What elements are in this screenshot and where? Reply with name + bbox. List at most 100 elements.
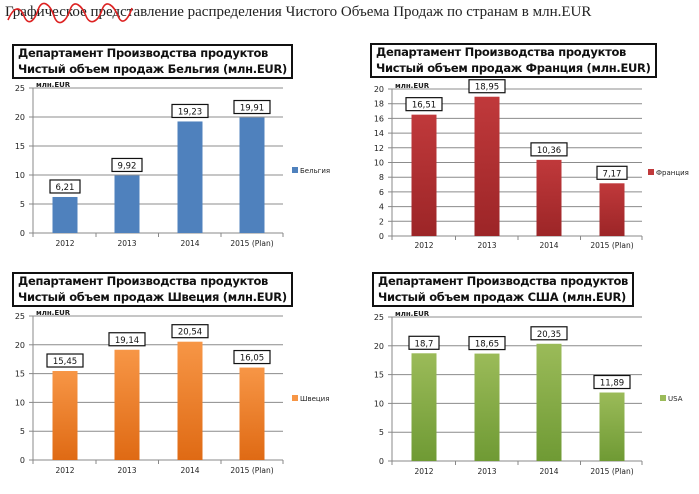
data-label: 16,51 <box>412 101 436 111</box>
chart-2: 0 5 10 15 20 25 млн.EUR 15,45 2012 19,14 2013 20,54… <box>15 309 330 475</box>
page-heading: Графическое представление распределения … <box>5 4 592 20</box>
data-label: 20,54 <box>178 328 202 338</box>
data-label-box <box>46 353 84 368</box>
chart-title-usa: Департамент Производства продуктов Чисты… <box>372 272 635 307</box>
bar-2012 <box>52 196 78 233</box>
y-tick-label: 0 <box>379 232 384 241</box>
y-tick-label: 4 <box>379 203 384 212</box>
x-tick-label: 2013 <box>117 239 136 248</box>
x-tick-label: 2014 <box>539 241 558 250</box>
chart-title-sweden: Департамент Производства продуктов Чисты… <box>12 272 293 307</box>
chart-0: 0 5 10 15 20 25 млн.EUR 6,21 2012 9,92 2013 19,23 20… <box>15 81 330 248</box>
x-tick-label: 2013 <box>477 467 496 476</box>
bar-2013 <box>114 349 140 460</box>
x-tick-label: 2014 <box>180 239 199 248</box>
data-label-box <box>468 79 506 94</box>
bar-2015 (Plan) <box>599 183 625 236</box>
x-tick-label: 2015 (Plan) <box>230 466 273 475</box>
y-tick-label: 20 <box>374 342 384 351</box>
x-tick-label: 2012 <box>414 241 433 250</box>
data-label-box <box>596 165 628 180</box>
y-tick-label: 15 <box>374 371 384 380</box>
chart-title-line2: Чистый объем продаж Бельгия (млн.EUR) <box>18 61 287 76</box>
data-label-box <box>408 335 440 350</box>
chart-title-line2: Чистый объем продаж Швеция (млн.EUR) <box>18 289 287 304</box>
y-tick-label: 10 <box>15 171 25 180</box>
bar-2012 <box>52 371 78 460</box>
y-axis-unit-label: млн.EUR <box>395 310 430 318</box>
data-label-box <box>111 157 143 173</box>
y-tick-label: 25 <box>15 312 25 321</box>
data-label-box <box>233 99 271 115</box>
y-tick-label: 0 <box>379 457 384 466</box>
data-label: 16,05 <box>240 354 264 364</box>
data-label-box <box>593 374 631 390</box>
y-tick-label: 5 <box>20 427 25 436</box>
x-tick-label: 2014 <box>539 467 558 476</box>
y-tick-label: 15 <box>15 370 25 379</box>
legend-swatch <box>292 167 298 173</box>
y-tick-label: 6 <box>379 188 384 197</box>
legend-label: Швеция <box>300 395 329 403</box>
data-label-box <box>108 332 146 347</box>
data-label-box <box>405 97 443 112</box>
legend-swatch <box>660 395 666 401</box>
bar-2014 <box>536 343 562 461</box>
x-tick-label: 2012 <box>55 239 74 248</box>
data-label: 9,92 <box>118 161 137 171</box>
y-tick-label: 20 <box>15 113 25 122</box>
x-tick-label: 2012 <box>55 466 74 475</box>
legend-label: USA <box>668 395 683 403</box>
x-tick-label: 2012 <box>414 467 433 476</box>
bar-2013 <box>474 353 500 461</box>
spellcheck-squiggle <box>7 2 133 24</box>
y-tick-label: 0 <box>20 229 25 238</box>
bar-2015 (Plan) <box>599 392 625 461</box>
data-label: 18,7 <box>415 339 434 349</box>
y-tick-label: 10 <box>374 159 384 168</box>
data-label: 11,89 <box>600 379 624 389</box>
data-label: 7,17 <box>603 169 622 179</box>
data-label-box <box>171 103 209 119</box>
chart-title-line1: Департамент Производства продуктов <box>376 45 627 59</box>
chart-title-belgium: Департамент Производства продуктов Чисты… <box>12 44 293 79</box>
y-tick-label: 18 <box>374 100 384 109</box>
y-axis-unit-label: млн.EUR <box>36 309 71 317</box>
data-label-box <box>530 326 568 341</box>
x-tick-label: 2015 (Plan) <box>230 239 273 248</box>
y-tick-label: 20 <box>15 341 25 350</box>
data-label-box <box>171 324 209 339</box>
data-label: 20,35 <box>537 330 561 340</box>
bar-2012 <box>411 353 437 461</box>
y-tick-label: 10 <box>374 399 384 408</box>
chart-title-line2: Чистый объем продаж Франция (млн.EUR) <box>376 60 651 75</box>
bar-2014 <box>536 159 562 236</box>
data-label: 19,14 <box>115 336 139 346</box>
legend-label: Франция <box>656 169 689 177</box>
legend-swatch <box>648 169 654 175</box>
data-label: 15,45 <box>53 357 77 367</box>
y-tick-label: 14 <box>374 129 384 138</box>
bar-2012 <box>411 114 437 236</box>
y-tick-label: 0 <box>20 456 25 465</box>
data-label-box <box>468 335 506 351</box>
data-label: 6,21 <box>56 183 75 193</box>
bar-2015 (Plan) <box>239 117 265 233</box>
x-tick-label: 2015 (Plan) <box>590 467 633 476</box>
y-tick-label: 5 <box>379 428 384 437</box>
y-tick-label: 20 <box>374 85 384 94</box>
data-label: 18,95 <box>475 83 499 93</box>
legend-swatch <box>292 395 298 401</box>
data-label-box <box>530 142 568 157</box>
y-tick-label: 15 <box>15 142 25 151</box>
data-label: 19,23 <box>178 107 202 117</box>
chart-1: 0 2 4 6 8 10 12 14 16 18 20 млн.EUR 16,51 2012 18,95 20… <box>374 79 689 250</box>
y-tick-label: 12 <box>374 144 384 153</box>
y-tick-label: 2 <box>379 217 384 226</box>
chart-3: 0 5 10 15 20 25 млн.EUR 18,7 2012 18,65 2013 20,35 2… <box>374 310 683 476</box>
x-tick-label: 2013 <box>117 466 136 475</box>
y-tick-label: 25 <box>15 84 25 93</box>
y-tick-label: 16 <box>374 114 384 123</box>
